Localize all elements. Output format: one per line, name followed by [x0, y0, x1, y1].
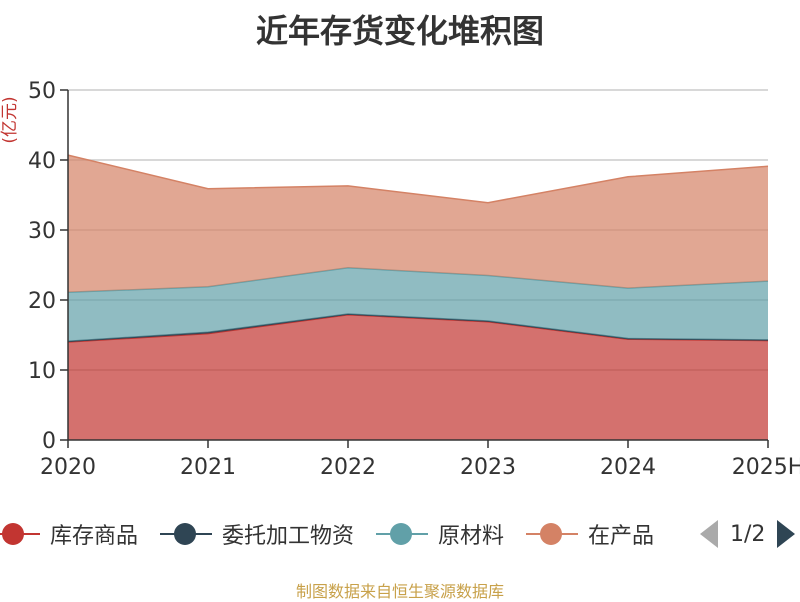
legend-label-0: 库存商品 [50, 518, 138, 550]
legend-item-3[interactable]: 在产品 [526, 518, 654, 550]
legend-item-1[interactable]: 委托加工物资 [160, 518, 354, 550]
legend-page-indicator: 1/2 [730, 522, 765, 547]
y-tick-label-2: 20 [28, 289, 56, 314]
legend-item-2[interactable]: 原材料 [376, 518, 504, 550]
legend-swatch-icon [526, 522, 578, 546]
legend-pager: 1/2 [700, 512, 795, 556]
legend-items: 库存商品 委托加工物资 原材料 在产品 [0, 512, 676, 556]
legend-swatch-icon [376, 522, 428, 546]
x-tick-label-3: 2023 [460, 455, 516, 480]
x-tick-label-5: 2025H [732, 455, 800, 480]
legend-swatch-icon [0, 522, 40, 546]
legend: 库存商品 委托加工物资 原材料 在产品 [0, 512, 800, 556]
legend-viewport: 库存商品 委托加工物资 原材料 在产品 [0, 512, 686, 556]
legend-item-0[interactable]: 库存商品 [0, 518, 138, 550]
legend-next-arrow-icon[interactable] [777, 520, 795, 548]
legend-label-3: 在产品 [588, 518, 654, 550]
y-tick-label-0: 0 [42, 429, 56, 454]
data-source-note: 制图数据来自恒生聚源数据库 [0, 578, 800, 602]
x-tick-label-1: 2021 [180, 455, 236, 480]
y-tick-label-4: 40 [28, 149, 56, 174]
y-tick-label-5: 50 [28, 79, 56, 104]
legend-prev-arrow-icon[interactable] [700, 520, 718, 548]
x-tick-label-0: 2020 [40, 455, 96, 480]
y-tick-label-3: 30 [28, 219, 56, 244]
x-tick-label-4: 2024 [600, 455, 656, 480]
y-axis-unit-label: (亿元) [0, 96, 20, 143]
y-tick-label-1: 10 [28, 359, 56, 384]
x-tick-label-2: 2022 [320, 455, 376, 480]
legend-swatch-icon [160, 522, 212, 546]
legend-label-1: 委托加工物资 [222, 518, 354, 550]
legend-label-2: 原材料 [438, 518, 504, 550]
